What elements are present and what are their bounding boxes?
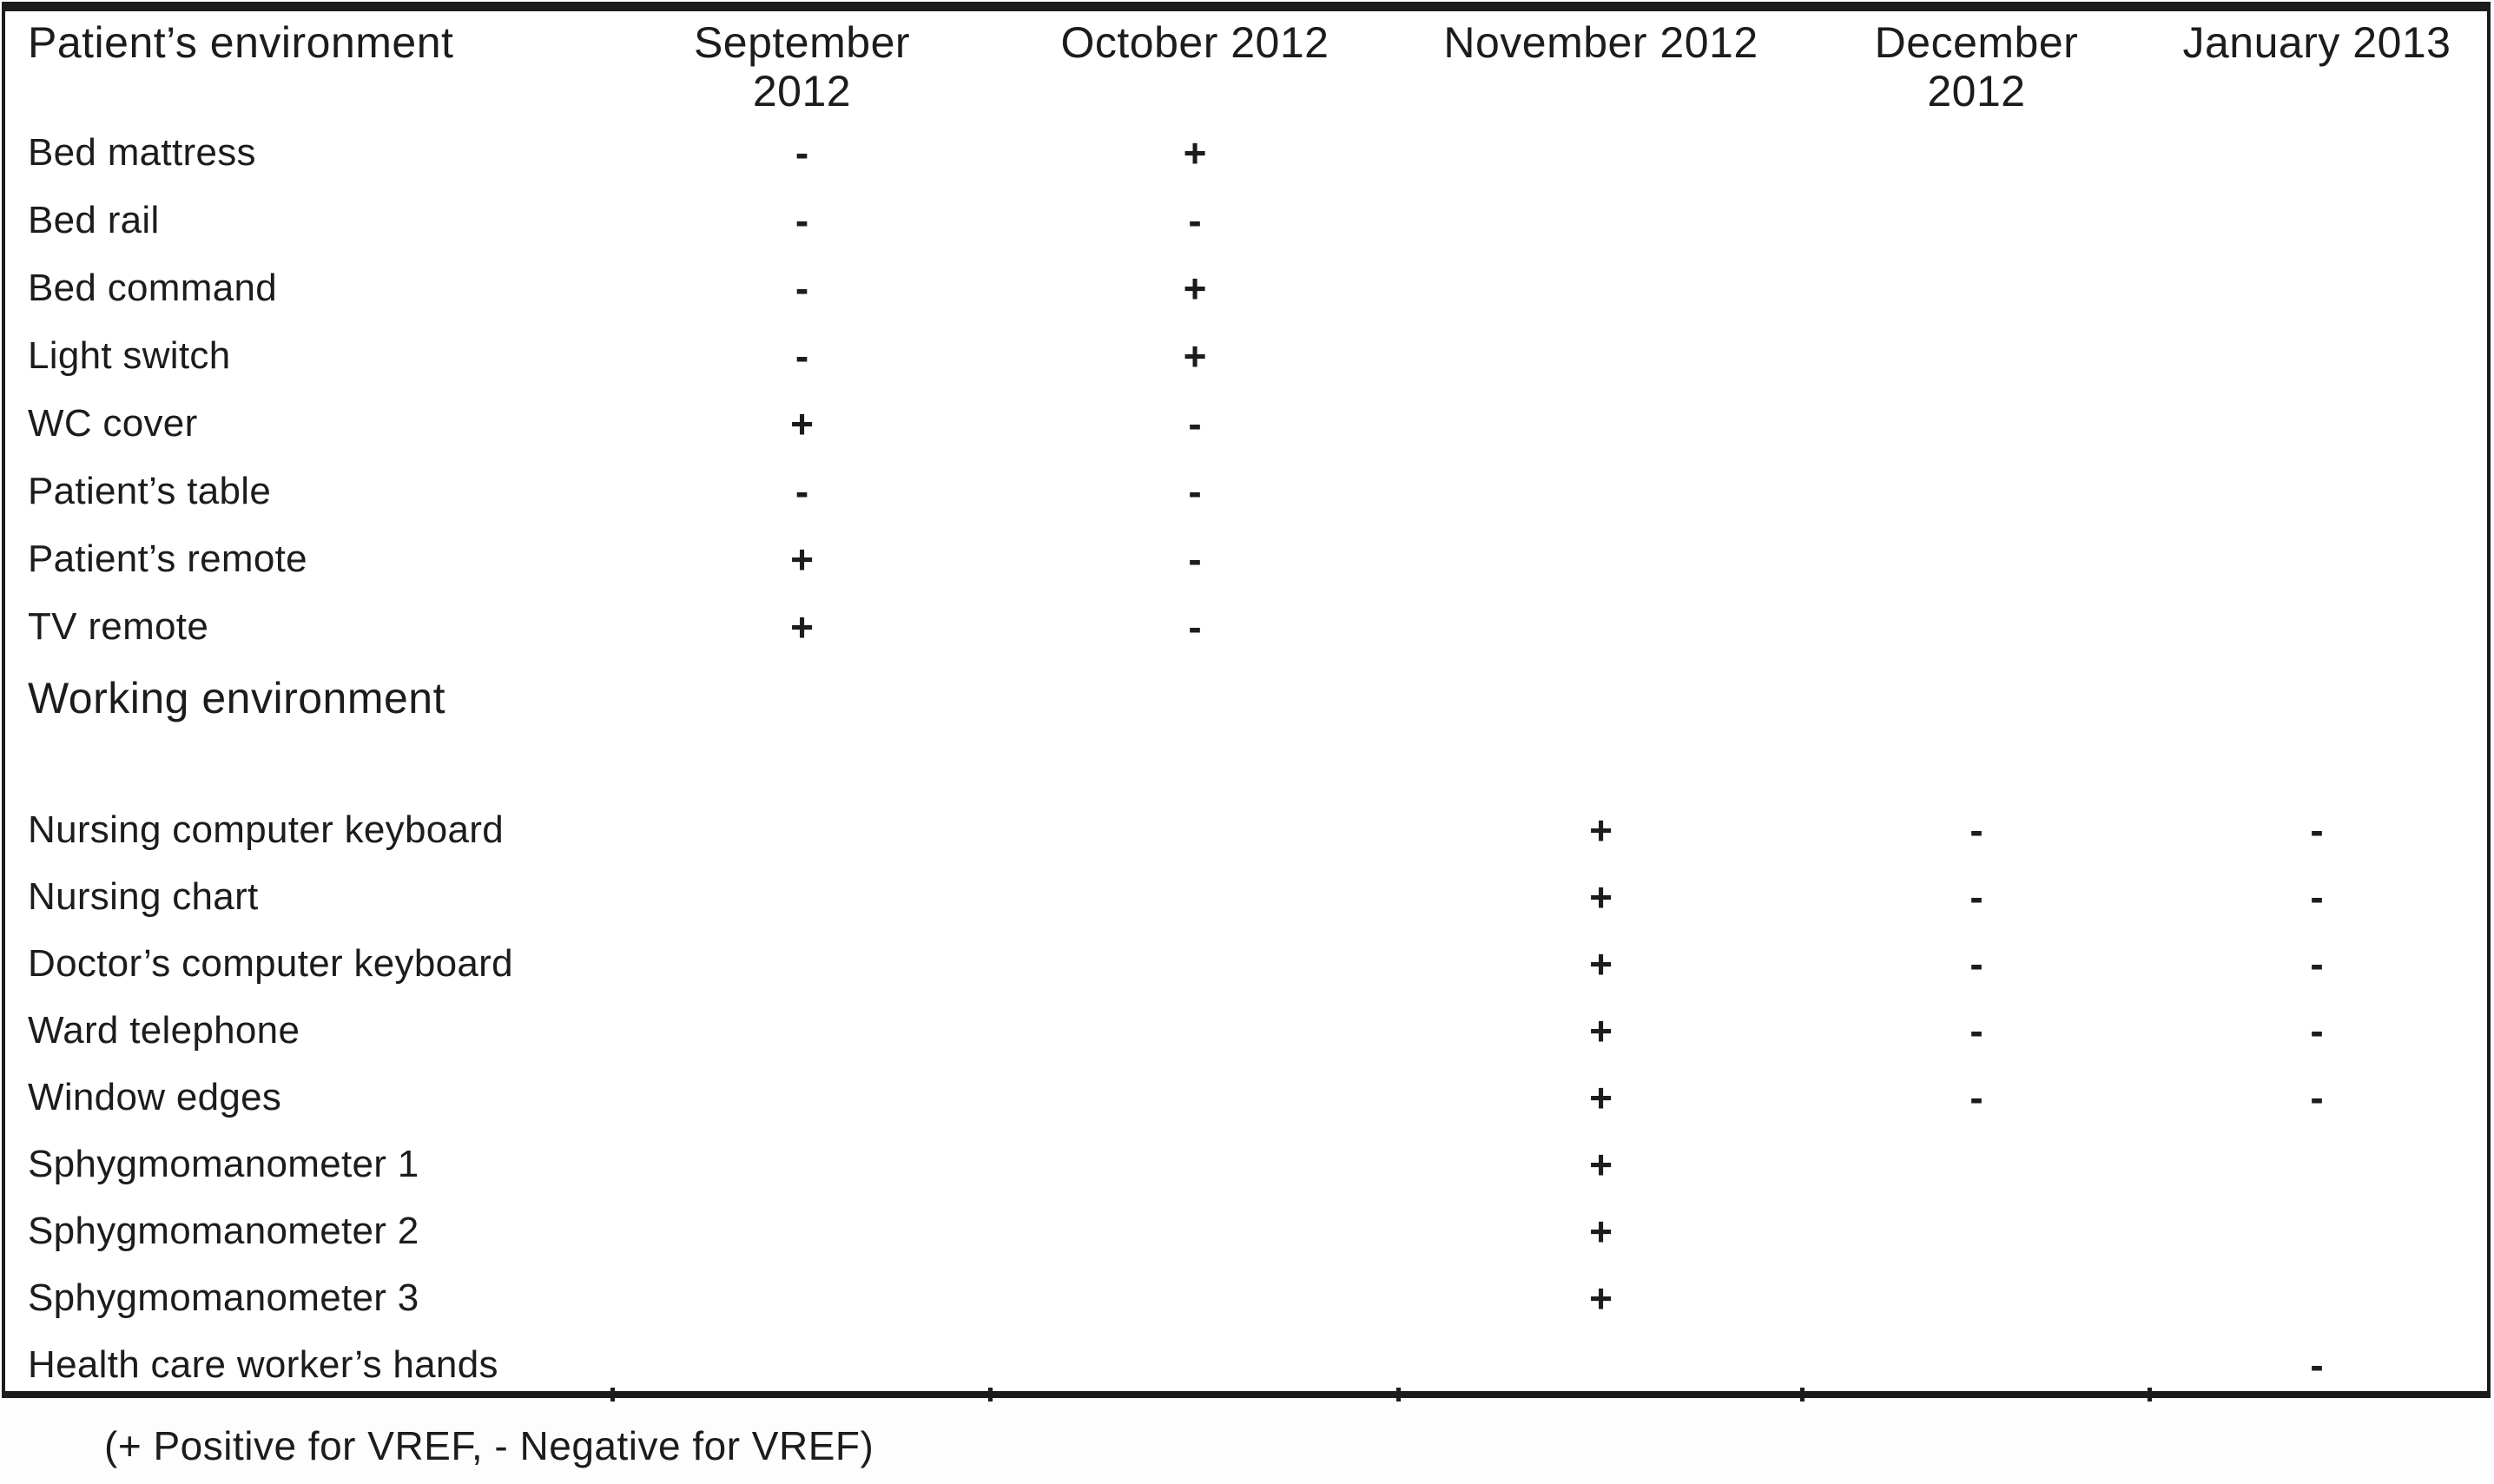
result-cell-november: + <box>1589 1275 1613 1321</box>
result-cell-october: + <box>1183 130 1207 175</box>
result-cell-january: - <box>2310 940 2324 986</box>
table-row: Ward telephone + - - <box>5 997 2487 1064</box>
result-cell-october: - <box>1188 537 1202 582</box>
result-cell-november: + <box>1589 1141 1613 1187</box>
column-header-line: Patient’s environment <box>28 18 454 67</box>
result-cell-september: + <box>790 401 814 446</box>
section-header-label: Working environment <box>28 674 446 722</box>
table-row: Sphygmomanometer 1 + <box>5 1131 2487 1197</box>
row-label: TV remote <box>28 605 209 648</box>
result-cell-november: + <box>1589 1007 1613 1053</box>
vref-sampling-table: Patient’s environment September 2012 Oct… <box>2 2 2491 1398</box>
table-row: Window edges + - - <box>5 1064 2487 1131</box>
result-cell-december: - <box>1969 1074 1983 1120</box>
result-cell-october: + <box>1183 333 1207 379</box>
table-row: Light switch - + <box>5 322 2487 390</box>
working-environment-rows: Nursing computer keyboard + - - Nursing … <box>5 796 2487 1398</box>
table-row: Patient’s remote + - <box>5 525 2487 593</box>
column-header-november-2012: November 2012 <box>1399 18 1803 67</box>
column-header-line: 2012 <box>752 67 852 115</box>
result-cell-october: - <box>1188 401 1202 446</box>
column-header-line: October 2012 <box>1060 18 1329 67</box>
patient-environment-rows: Bed mattress - + Bed rail - - <box>5 119 2487 661</box>
result-cell-november: + <box>1589 807 1613 853</box>
row-label: Nursing computer keyboard <box>28 808 504 851</box>
result-cell-january: - <box>2310 1007 2324 1053</box>
result-cell-november: + <box>1589 1208 1613 1254</box>
column-header-environment: Patient’s environment <box>5 18 613 67</box>
result-cell-january: - <box>2310 1342 2324 1388</box>
table-row: Sphygmomanometer 2 + <box>5 1197 2487 1264</box>
table-header-row: Patient’s environment September 2012 Oct… <box>5 11 2487 119</box>
result-cell-september: - <box>795 130 809 175</box>
column-boundary-tick <box>1396 1388 1401 1402</box>
column-header-line: November 2012 <box>1443 18 1758 67</box>
table-row: Nursing computer keyboard + - - <box>5 796 2487 863</box>
row-label: Doctor’s computer keyboard <box>28 941 513 985</box>
row-label: Sphygmomanometer 3 <box>28 1276 419 1319</box>
legend-note: (+ Positive for VREF, - Negative for VRE… <box>104 1423 874 1468</box>
table-row: Patient’s table - - <box>5 458 2487 525</box>
section-gap <box>5 735 2487 796</box>
column-boundary-tick <box>1800 1388 1805 1402</box>
row-label: Patient’s table <box>28 470 272 512</box>
table-row: Health care worker’s hands - <box>5 1331 2487 1398</box>
column-boundary-tick <box>610 1388 615 1402</box>
row-label: Window edges <box>28 1075 282 1118</box>
result-cell-december: - <box>1969 807 1983 853</box>
result-cell-september: - <box>795 469 809 514</box>
result-cell-january: - <box>2310 807 2324 853</box>
table-row: Nursing chart + - - <box>5 863 2487 930</box>
result-cell-november: + <box>1589 940 1613 986</box>
result-cell-january: - <box>2310 1074 2324 1120</box>
result-cell-november: + <box>1589 1074 1613 1120</box>
result-cell-october: - <box>1188 198 1202 243</box>
row-label: WC cover <box>28 402 198 445</box>
column-header-line: January 2013 <box>2182 18 2451 67</box>
result-cell-december: - <box>1969 940 1983 986</box>
table-row: Bed rail - - <box>5 187 2487 254</box>
result-cell-october: - <box>1188 604 1202 650</box>
column-header-december-2012: December 2012 <box>1803 18 2150 115</box>
row-label: Patient’s remote <box>28 538 307 580</box>
column-header-october-2012: October 2012 <box>991 18 1399 67</box>
table-row: Bed mattress - + <box>5 119 2487 187</box>
table-row: WC cover + - <box>5 390 2487 458</box>
row-label: Bed command <box>28 267 278 309</box>
table-row: Sphygmomanometer 3 + <box>5 1264 2487 1331</box>
column-boundary-tick <box>988 1388 993 1402</box>
column-header-september-2012: September 2012 <box>613 18 991 115</box>
result-cell-september: - <box>795 333 809 379</box>
result-cell-september: - <box>795 198 809 243</box>
result-cell-october: - <box>1188 469 1202 514</box>
column-header-line: December <box>1874 18 2079 67</box>
result-cell-september: + <box>790 537 814 582</box>
column-header-line: September <box>693 18 911 67</box>
result-cell-december: - <box>1969 874 1983 920</box>
column-header-january-2013: January 2013 <box>2150 18 2484 67</box>
column-header-line: 2012 <box>1927 67 2026 115</box>
row-label: Health care worker’s hands <box>28 1342 498 1386</box>
row-label: Ward telephone <box>28 1008 300 1052</box>
column-boundary-tick <box>2148 1388 2152 1402</box>
row-label: Bed rail <box>28 199 160 241</box>
table-row: Bed command - + <box>5 254 2487 322</box>
result-cell-november: + <box>1589 874 1613 920</box>
result-cell-january: - <box>2310 874 2324 920</box>
section-header-working-environment: Working environment <box>5 661 2487 735</box>
row-label: Nursing chart <box>28 874 259 918</box>
result-cell-october: + <box>1183 266 1207 311</box>
row-label: Sphygmomanometer 2 <box>28 1209 419 1252</box>
result-cell-december: - <box>1969 1007 1983 1053</box>
table-row: TV remote + - <box>5 593 2487 661</box>
row-label: Sphygmomanometer 1 <box>28 1142 419 1185</box>
table-row: Doctor’s computer keyboard + - - <box>5 930 2487 997</box>
result-cell-september: - <box>795 266 809 311</box>
row-label: Bed mattress <box>28 131 256 174</box>
result-cell-september: + <box>790 604 814 650</box>
row-label: Light switch <box>28 334 231 377</box>
